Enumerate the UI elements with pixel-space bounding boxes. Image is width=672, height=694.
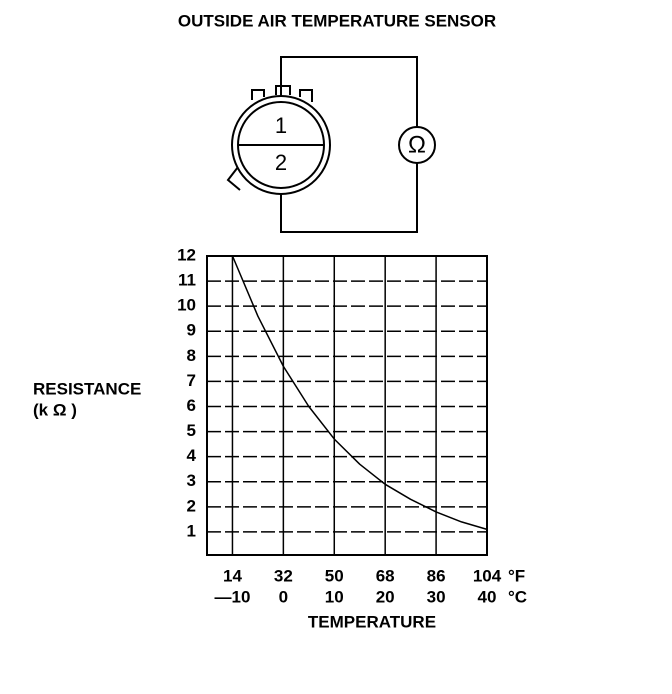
y-tick-label: 2 xyxy=(187,496,196,515)
y-tick-label: 8 xyxy=(187,346,196,365)
x-tick-label: 30 xyxy=(427,587,446,606)
y-tick-label: 1 xyxy=(187,521,196,540)
pin-label: 2 xyxy=(275,150,287,175)
title: OUTSIDE AIR TEMPERATURE SENSOR xyxy=(178,11,496,30)
x2-tick-label: 104 xyxy=(473,566,502,585)
ohm-symbol: Ω xyxy=(408,131,426,158)
x2-tick-label: 68 xyxy=(376,566,395,585)
x2-tick-label: 86 xyxy=(427,566,446,585)
plot-frame xyxy=(206,255,488,556)
ohmmeter xyxy=(398,126,436,164)
wire xyxy=(280,56,418,233)
y-tick-label: 7 xyxy=(187,371,196,390)
y-tick-label: 3 xyxy=(187,471,196,490)
pin-label: 1 xyxy=(275,113,287,138)
tab-side xyxy=(226,166,241,191)
x-tick-label: 10 xyxy=(325,587,344,606)
y-tick-label: 6 xyxy=(187,396,196,415)
x-tick-label: 0 xyxy=(279,587,288,606)
x2-tick-label: 32 xyxy=(274,566,293,585)
y-tick-label: 11 xyxy=(178,271,196,290)
x-tick-label: 40 xyxy=(478,587,497,606)
x2-unit: °F xyxy=(508,566,525,585)
x2-tick-label: 50 xyxy=(325,566,344,585)
x2-tick-label: 14 xyxy=(223,566,242,585)
y-tick-label: 12 xyxy=(177,245,196,264)
y-tick-label: 10 xyxy=(177,296,196,315)
tabs xyxy=(251,85,313,102)
y-label: RESISTANCE xyxy=(33,379,141,398)
y-tick-label: 4 xyxy=(187,446,197,465)
sensor-outer xyxy=(231,95,331,195)
y-label: (k Ω ) xyxy=(33,400,77,419)
resistance-curve xyxy=(231,255,488,531)
x-tick-label: 20 xyxy=(376,587,395,606)
x-tick-label: —10 xyxy=(214,587,250,606)
x-label: TEMPERATURE xyxy=(308,612,436,631)
x-unit: °C xyxy=(508,587,527,606)
y-tick-label: 9 xyxy=(187,321,196,340)
y-tick-label: 5 xyxy=(187,421,196,440)
sensor-diagram: 1 2 Ω xyxy=(226,56,436,233)
